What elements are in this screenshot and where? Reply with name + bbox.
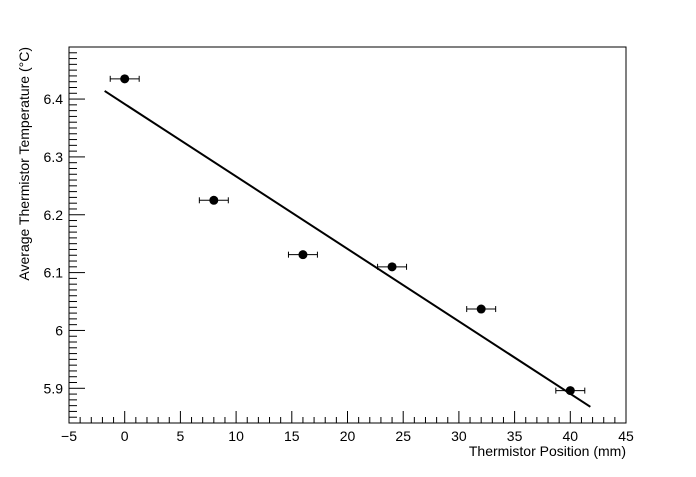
data-point (209, 195, 219, 205)
x-tick-label: 25 (395, 428, 411, 444)
x-tick-label: 30 (451, 428, 467, 444)
x-tick-label: 15 (284, 428, 300, 444)
y-tick-label: 6.2 (44, 207, 64, 223)
y-axis-ticks: 5.9 6 6.1 6.2 6.3 6.4 (44, 52, 85, 418)
x-tick-label: −5 (61, 428, 77, 444)
data-point (565, 386, 575, 396)
y-tick-label: 5.9 (44, 380, 64, 396)
y-tick-label: 6 (55, 322, 63, 338)
x-tick-label: 0 (121, 428, 129, 444)
x-axis-label: Thermistor Position (mm) (469, 443, 626, 459)
x-tick-label: 45 (618, 428, 634, 444)
data-point (387, 262, 397, 272)
y-tick-label: 6.3 (44, 149, 64, 165)
x-tick-label: 20 (340, 428, 356, 444)
y-axis-label: Average Thermistor Temperature (°C) (16, 47, 32, 281)
data-point (298, 250, 308, 260)
x-axis-ticks: −5 0 5 10 15 20 25 30 35 40 45 (61, 411, 634, 444)
data-point (476, 304, 486, 314)
y-tick-label: 6.1 (44, 265, 64, 281)
x-tick-label: 5 (177, 428, 185, 444)
fit-line (104, 90, 591, 408)
data-points-layer (109, 74, 586, 396)
y-tick-label: 6.4 (44, 91, 64, 107)
x-tick-label: 35 (507, 428, 523, 444)
plot-frame (68, 46, 627, 424)
fit-line-layer (104, 90, 591, 408)
x-tick-label: 40 (563, 428, 579, 444)
data-point (120, 74, 130, 84)
x-tick-label: 10 (228, 428, 244, 444)
